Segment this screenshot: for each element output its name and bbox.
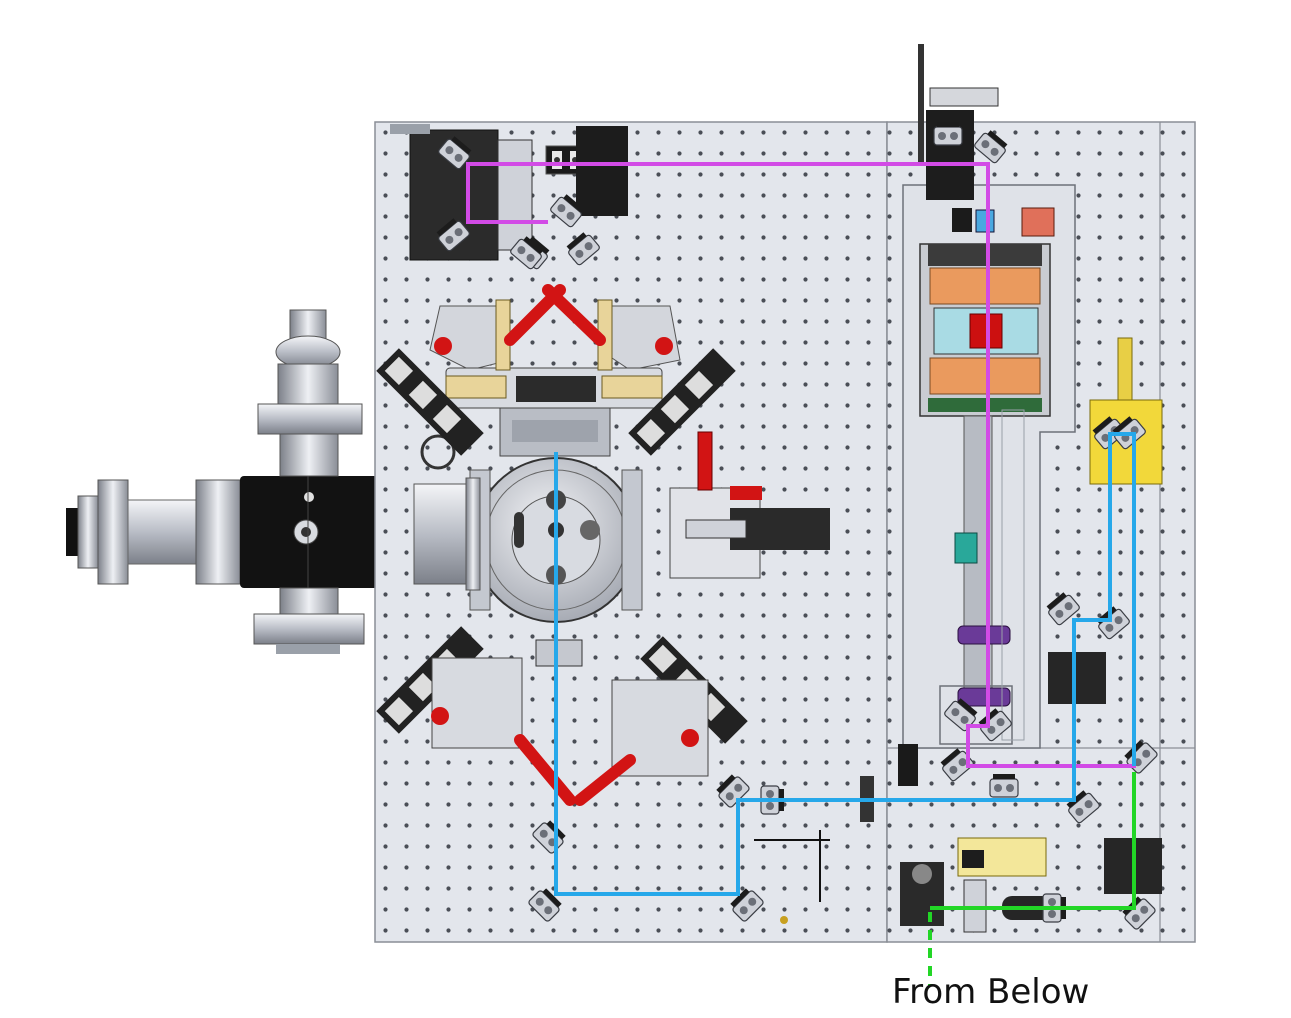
tube-section: [127, 499, 203, 565]
copper-plate: [929, 267, 1041, 305]
purple-clamp: [957, 687, 1011, 707]
beam-path-green: [928, 772, 1136, 986]
flange: [195, 479, 241, 585]
teal-block: [954, 532, 978, 564]
vacuum-tube-assembly: [66, 309, 419, 654]
beam-path-magenta: [466, 162, 1136, 768]
purple-clamp: [957, 625, 1011, 645]
yellow-optic-block: [1089, 337, 1163, 485]
diagonal-arms: [376, 348, 748, 744]
top-right-mount: [918, 44, 1011, 200]
lower-stages: [431, 233, 830, 924]
brass-fitting: [601, 375, 663, 399]
beam-path-blue: [554, 432, 1136, 896]
flange: [97, 479, 129, 585]
copper-plate: [929, 357, 1041, 395]
brass-fitting: [445, 375, 507, 399]
top-left-stages: [390, 124, 628, 271]
from-below-label: From Below: [892, 972, 1090, 1012]
tube-cap: [66, 508, 78, 556]
